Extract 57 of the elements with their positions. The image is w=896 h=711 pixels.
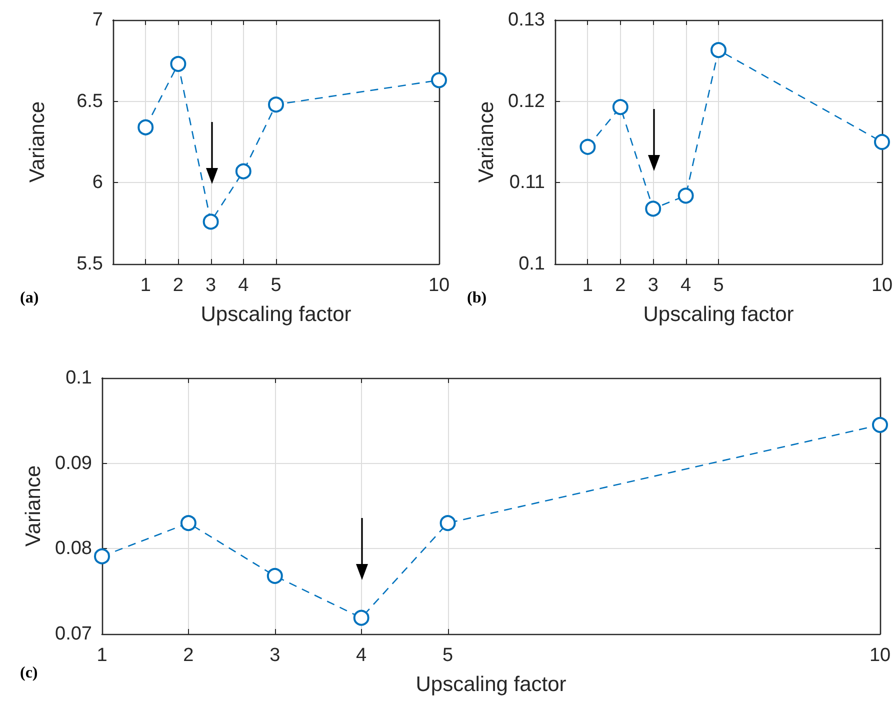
point [170, 56, 186, 72]
x-tick-label: 1 [96, 645, 108, 666]
y-tick-label: 0.08 [55, 538, 92, 560]
point [874, 134, 890, 150]
x-tick-label: 10 [871, 275, 893, 296]
text: (c) [20, 664, 38, 682]
x-tick-label: 4 [238, 275, 250, 296]
y-tick-label: 6 [92, 172, 103, 194]
y-tick-label: 0.1 [66, 368, 92, 388]
x-tick-label: 1 [582, 275, 593, 296]
x-tick-label: 5 [442, 645, 454, 666]
y-tick-label: 7 [92, 10, 103, 30]
y-tick-label: 0.11 [509, 172, 545, 194]
y-tick-label: 0.1 [518, 254, 545, 274]
y-tick-label: 0.13 [508, 10, 545, 30]
x-axis-title: Upscaling factor [643, 303, 794, 326]
point [180, 515, 196, 532]
x-tick-label: 2 [172, 275, 184, 296]
x-tick-label: 1 [140, 275, 151, 296]
point [431, 72, 447, 88]
point [678, 188, 694, 204]
point [235, 163, 252, 180]
x-tick-label: 5 [713, 275, 724, 296]
text: (b) [467, 290, 487, 306]
point [440, 515, 456, 532]
x-tick-label: 3 [206, 275, 216, 296]
x-tick-label: 2 [183, 645, 194, 666]
y-tick-label: 0.12 [508, 90, 545, 112]
point [353, 610, 370, 626]
x-axis-title: Upscaling factor [200, 303, 352, 326]
x-tick-label: 5 [270, 275, 282, 296]
point [580, 138, 596, 155]
point [612, 99, 628, 116]
text: (a) [20, 290, 39, 306]
x-tick-label: 4 [680, 275, 692, 296]
point [710, 42, 726, 58]
x-tick-label: 10 [869, 645, 891, 666]
x-tick-label: 10 [428, 275, 450, 296]
y-tick-label: 0.09 [55, 452, 92, 474]
x-tick-label: 2 [615, 275, 626, 296]
y-tick-label: 0.07 [55, 624, 92, 644]
y-axis-title: Variance [475, 101, 498, 183]
x-tick-label: 4 [356, 645, 368, 666]
point [202, 214, 219, 230]
y-axis-title: Variance [26, 101, 49, 183]
point [645, 200, 662, 217]
point [266, 568, 283, 584]
y-tick-label: 6.5 [76, 90, 103, 112]
point [872, 416, 888, 433]
point [138, 119, 154, 136]
point [268, 96, 284, 113]
x-axis-title: Upscaling factor [416, 673, 566, 696]
x-tick-label: 3 [270, 645, 280, 666]
y-tick-label: 5.5 [76, 254, 103, 274]
point [94, 548, 110, 564]
y-axis-title: Variance [22, 465, 46, 547]
x-tick-label: 3 [648, 275, 658, 296]
